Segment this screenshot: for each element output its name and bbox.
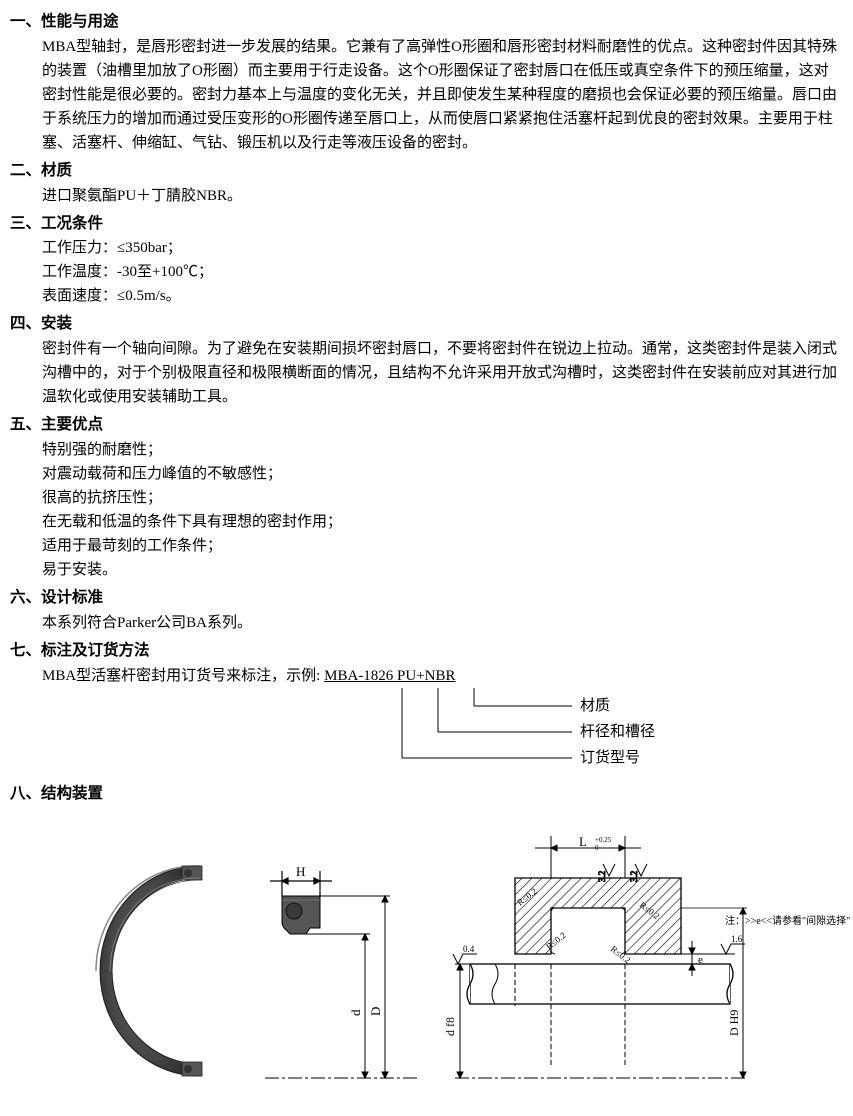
cross-section-diagram: H d D xyxy=(260,836,430,1106)
svg-text:+0.25: +0.25 xyxy=(595,836,612,844)
section-2-title: 二、材质 xyxy=(10,159,843,184)
section-4-title: 四、安装 xyxy=(10,312,843,337)
order-label-diameter: 杆径和槽径 xyxy=(580,723,655,740)
section-7-body: MBA型活塞杆密封用订货号来标注，示例: MBA-1826 PU+NBR 材质 … xyxy=(10,664,843,778)
gap-note: 注：>>e<<请参看"间隙选择" xyxy=(725,914,850,927)
svg-text:D: D xyxy=(368,1007,383,1016)
svg-text:0.4: 0.4 xyxy=(463,944,475,954)
seal-3d-view xyxy=(60,836,240,1106)
section-8-title: 八、结构装置 xyxy=(10,782,843,807)
section-6-title: 六、设计标准 xyxy=(10,586,843,611)
svg-text:D H9: D H9 xyxy=(727,1010,741,1036)
svg-text:L: L xyxy=(579,836,587,849)
order-label-model: 订货型号 xyxy=(580,749,640,766)
svg-text:1.6: 1.6 xyxy=(731,934,743,944)
section-5-title: 五、主要优点 xyxy=(10,413,843,438)
svg-text:d: d xyxy=(348,1009,363,1016)
svg-text:0: 0 xyxy=(595,844,599,852)
svg-text:d f8: d f8 xyxy=(443,1017,457,1036)
section-1-body: MBA型轴封，是唇形密封进一步发展的结果。它兼有了高弹性O形圈和唇形密封材料耐磨… xyxy=(10,35,843,155)
groove-diagram: L +0.25 0 3.2 3.2 R≤0.2 R≤0.2 R≤0.2 R≤0.… xyxy=(435,836,853,1106)
section-2-body: 进口聚氨酯PU＋丁腈胶NBR。 xyxy=(10,184,843,208)
svg-text:e: e xyxy=(698,954,703,966)
section-4-body: 密封件有一个轴向间隙。为了避免在安装期间损坏密封唇口，不要将密封件在锐边上拉动。… xyxy=(10,337,843,409)
section-5-body: 特别强的耐磨性； 对震动载荷和压力峰值的不敏感性； 很高的抗挤压性； 在无载和低… xyxy=(10,438,843,582)
section-3-title: 三、工况条件 xyxy=(10,212,843,237)
order-label-material: 材质 xyxy=(580,697,610,714)
section-6-body: 本系列符合Parker公司BA系列。 xyxy=(10,611,843,635)
order-example: MBA-1826 PU+NBR xyxy=(324,668,455,684)
section-7-title: 七、标注及订货方法 xyxy=(10,639,843,664)
structure-diagrams: H d D xyxy=(10,836,843,1106)
section-3-body: 工作压力：≤350bar； 工作温度：-30至+100℃； 表面速度：≤0.5m… xyxy=(10,236,843,308)
order-diagram: 材质 杆径和槽径 订货型号 xyxy=(142,688,702,778)
section-1-title: 一、性能与用途 xyxy=(10,10,843,35)
svg-text:H: H xyxy=(296,864,305,879)
